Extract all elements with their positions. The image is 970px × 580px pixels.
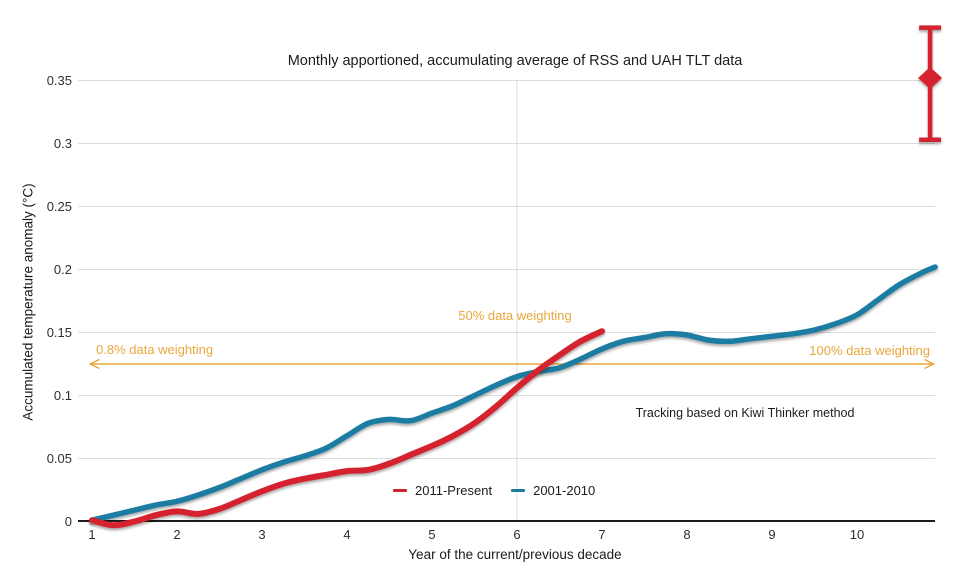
svg-text:6: 6 [513, 527, 520, 542]
chart-title: Monthly apportioned, accumulating averag… [287, 53, 743, 69]
svg-text:5: 5 [428, 527, 435, 542]
svg-text:0.3: 0.3 [54, 136, 72, 151]
annotation-low-weighting: 0.8% data weighting [96, 342, 214, 357]
legend: 2011-Present 2001-2010 [393, 483, 595, 498]
annotation-mid-weighting: 50% data weighting [458, 308, 572, 323]
svg-text:2: 2 [173, 527, 180, 542]
svg-text:0.35: 0.35 [47, 73, 72, 88]
legend-item-previous-decade: 2001-2010 [511, 483, 595, 498]
svg-text:3: 3 [258, 527, 265, 542]
y-axis-title: Accumulated temperature anomaly (°C) [20, 183, 36, 421]
svg-text:0.1: 0.1 [54, 388, 72, 403]
svg-text:4: 4 [343, 527, 350, 542]
svg-text:9: 9 [768, 527, 775, 542]
svg-text:1: 1 [88, 527, 95, 542]
blue-line-swatch [511, 488, 526, 493]
svg-text:0.05: 0.05 [47, 451, 72, 466]
svg-text:0: 0 [65, 514, 72, 529]
x-axis-title: Year of the current/previous decade [408, 547, 622, 562]
legend-item-current-decade: 2011-Present [393, 483, 492, 498]
legend-label: 2011-Present [415, 483, 493, 498]
legend-label: 2001-2010 [533, 483, 596, 498]
svg-text:0.25: 0.25 [47, 199, 72, 214]
svg-text:10: 10 [850, 527, 864, 542]
annotation-method-note: Tracking based on Kiwi Thinker method [635, 406, 855, 420]
annotation-full-weighting: 100% data weighting [809, 343, 930, 358]
svg-text:0.2: 0.2 [54, 262, 72, 277]
svg-text:7: 7 [598, 527, 605, 542]
red-line-swatch [393, 488, 407, 493]
svg-text:0.15: 0.15 [47, 325, 72, 340]
svg-text:8: 8 [683, 527, 690, 542]
